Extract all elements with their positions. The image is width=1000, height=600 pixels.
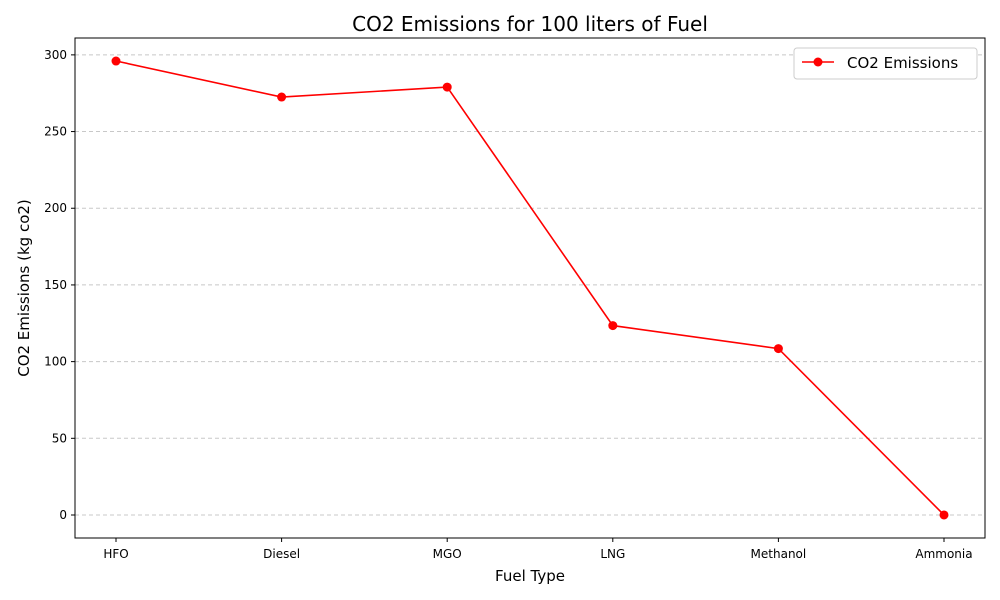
data-point	[939, 510, 949, 520]
y-tick-label: 200	[44, 201, 67, 215]
legend: CO2 Emissions	[793, 47, 978, 80]
x-axis-label: Fuel Type	[495, 567, 565, 585]
data-point	[111, 56, 121, 66]
x-tick-label: Ammonia	[915, 547, 972, 561]
x-tick-label: LNG	[600, 547, 625, 561]
y-tick-label: 300	[44, 48, 67, 62]
legend-marker-sample	[813, 57, 823, 67]
series-line	[115, 60, 945, 516]
y-tick-label: 50	[52, 431, 67, 445]
legend-box	[793, 47, 978, 80]
data-point	[277, 92, 287, 102]
plot-frame	[74, 37, 986, 539]
y-tick-label: 0	[59, 508, 67, 522]
legend-label: CO2 Emissions	[847, 54, 958, 72]
data-point	[608, 321, 618, 331]
y-tick-label: 100	[44, 355, 67, 369]
chart-title: CO2 Emissions for 100 liters of Fuel	[352, 12, 708, 36]
y-axis-ticks: 0 50 100 150 200 250 300	[44, 48, 75, 522]
x-tick-label: MGO	[433, 547, 462, 561]
data-point	[773, 344, 783, 354]
y-tick-label: 250	[44, 125, 67, 139]
x-tick-label: HFO	[103, 547, 128, 561]
x-axis-ticks: HFO Diesel MGO LNG Methanol Ammonia	[103, 538, 973, 561]
x-tick-label: Diesel	[263, 547, 300, 561]
x-tick-label: Methanol	[751, 547, 807, 561]
y-axis-label: CO2 Emissions (kg co2)	[15, 199, 33, 377]
y-tick-label: 150	[44, 278, 67, 292]
series-layer	[111, 56, 949, 520]
data-point	[442, 82, 452, 92]
